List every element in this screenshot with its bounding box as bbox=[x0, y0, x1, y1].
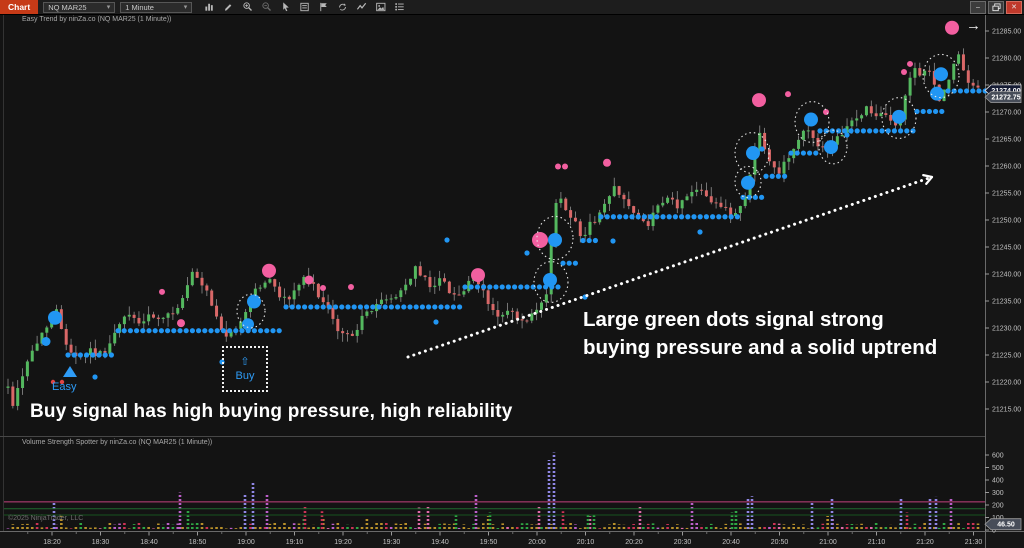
svg-text:21270.00: 21270.00 bbox=[992, 110, 1021, 117]
svg-text:20:00: 20:00 bbox=[528, 539, 546, 546]
svg-text:21280.00: 21280.00 bbox=[992, 56, 1021, 63]
svg-text:21:20: 21:20 bbox=[916, 539, 934, 546]
sell-pressure-dots bbox=[159, 20, 959, 328]
toolbar: Chart NQ MAR25 ▾ 1 Minute ▾ bbox=[0, 0, 1024, 15]
svg-text:19:40: 19:40 bbox=[431, 539, 449, 546]
svg-text:21225.00: 21225.00 bbox=[992, 353, 1021, 360]
buy-signal-box[interactable]: ⇧ Buy bbox=[222, 346, 268, 392]
svg-text:21235.00: 21235.00 bbox=[992, 299, 1021, 306]
svg-text:21220.00: 21220.00 bbox=[992, 380, 1021, 387]
data-box-icon[interactable] bbox=[298, 1, 312, 14]
pane-backgrounds bbox=[0, 14, 1024, 548]
svg-text:21250.00: 21250.00 bbox=[992, 218, 1021, 225]
svg-text:18:50: 18:50 bbox=[189, 539, 207, 546]
chart-trader-icon[interactable] bbox=[336, 1, 350, 14]
svg-text:21:10: 21:10 bbox=[868, 539, 886, 546]
svg-text:0: 0 bbox=[992, 528, 996, 535]
chart-style-icon[interactable] bbox=[203, 1, 217, 14]
svg-text:21:30: 21:30 bbox=[965, 539, 983, 546]
svg-text:500: 500 bbox=[992, 465, 1004, 472]
svg-text:200: 200 bbox=[992, 503, 1004, 510]
svg-text:21240.00: 21240.00 bbox=[992, 272, 1021, 279]
signal-dots bbox=[50, 132, 850, 385]
interval-value: 1 Minute bbox=[125, 2, 154, 12]
svg-text:19:30: 19:30 bbox=[383, 539, 401, 546]
svg-text:18:30: 18:30 bbox=[92, 539, 110, 546]
strong-buy-dots bbox=[41, 67, 948, 346]
interval-selector[interactable]: 1 Minute ▾ bbox=[120, 1, 193, 13]
zoom-out-icon[interactable] bbox=[260, 1, 274, 14]
svg-text:21255.00: 21255.00 bbox=[992, 191, 1021, 198]
tab-chart[interactable]: Chart bbox=[0, 0, 39, 14]
price-badges: 21274.0021272.75 bbox=[984, 84, 1022, 104]
drawing-tools-icon[interactable] bbox=[222, 1, 236, 14]
svg-text:21260.00: 21260.00 bbox=[992, 164, 1021, 171]
zoom-in-icon[interactable] bbox=[241, 1, 255, 14]
volume-badge: 46.50 bbox=[984, 518, 1022, 531]
instrument-value: NQ MAR25 bbox=[48, 2, 87, 12]
svg-text:600: 600 bbox=[992, 453, 1004, 460]
chevron-down-icon: ▾ bbox=[183, 4, 188, 11]
trend-arrow bbox=[406, 174, 934, 359]
svg-text:300: 300 bbox=[992, 490, 1004, 497]
window-controls: – ✕ bbox=[970, 1, 1022, 14]
trend-dot-rows bbox=[65, 88, 988, 358]
time-axis[interactable]: 18:20 18:30 18:40 18:50 19:00 19:10 19:20 19:30… bbox=[27, 532, 983, 546]
toolbar-icon-group bbox=[203, 1, 407, 14]
svg-text:20:30: 20:30 bbox=[674, 539, 692, 546]
svg-text:46.50: 46.50 bbox=[997, 522, 1015, 529]
svg-text:20:40: 20:40 bbox=[722, 539, 740, 546]
minimize-button[interactable]: – bbox=[970, 1, 986, 14]
indicators-icon[interactable] bbox=[355, 1, 369, 14]
svg-text:18:20: 18:20 bbox=[43, 539, 61, 546]
volume-bars bbox=[6, 452, 980, 529]
svg-text:21272.75: 21272.75 bbox=[991, 95, 1020, 102]
buy-signal-label: Buy bbox=[235, 369, 255, 382]
svg-text:21285.00: 21285.00 bbox=[992, 29, 1021, 36]
svg-text:20:50: 20:50 bbox=[771, 539, 789, 546]
svg-text:19:10: 19:10 bbox=[286, 539, 304, 546]
regions-icon[interactable] bbox=[317, 1, 331, 14]
svg-text:20:20: 20:20 bbox=[625, 539, 643, 546]
svg-text:400: 400 bbox=[992, 478, 1004, 485]
svg-text:20:10: 20:10 bbox=[577, 539, 595, 546]
svg-text:18:40: 18:40 bbox=[140, 539, 158, 546]
snapshot-icon[interactable] bbox=[374, 1, 388, 14]
svg-text:21245.00: 21245.00 bbox=[992, 245, 1021, 252]
properties-icon[interactable] bbox=[393, 1, 407, 14]
chevron-down-icon: ▾ bbox=[106, 4, 111, 11]
svg-text:21215.00: 21215.00 bbox=[992, 407, 1021, 414]
svg-text:21265.00: 21265.00 bbox=[992, 137, 1021, 144]
instrument-selector[interactable]: NQ MAR25 ▾ bbox=[43, 1, 116, 13]
highlight-circles bbox=[236, 53, 960, 329]
svg-text:19:20: 19:20 bbox=[334, 539, 352, 546]
volume-threshold-lines bbox=[4, 501, 985, 516]
svg-text:21:00: 21:00 bbox=[819, 539, 837, 546]
cursor-icon[interactable] bbox=[279, 1, 293, 14]
svg-text:19:00: 19:00 bbox=[237, 539, 255, 546]
restore-button[interactable] bbox=[988, 1, 1004, 14]
buy-up-arrow-icon: ⇧ bbox=[240, 355, 250, 368]
svg-text:21230.00: 21230.00 bbox=[992, 326, 1021, 333]
svg-text:19:50: 19:50 bbox=[480, 539, 498, 546]
close-button[interactable]: ✕ bbox=[1006, 1, 1022, 14]
